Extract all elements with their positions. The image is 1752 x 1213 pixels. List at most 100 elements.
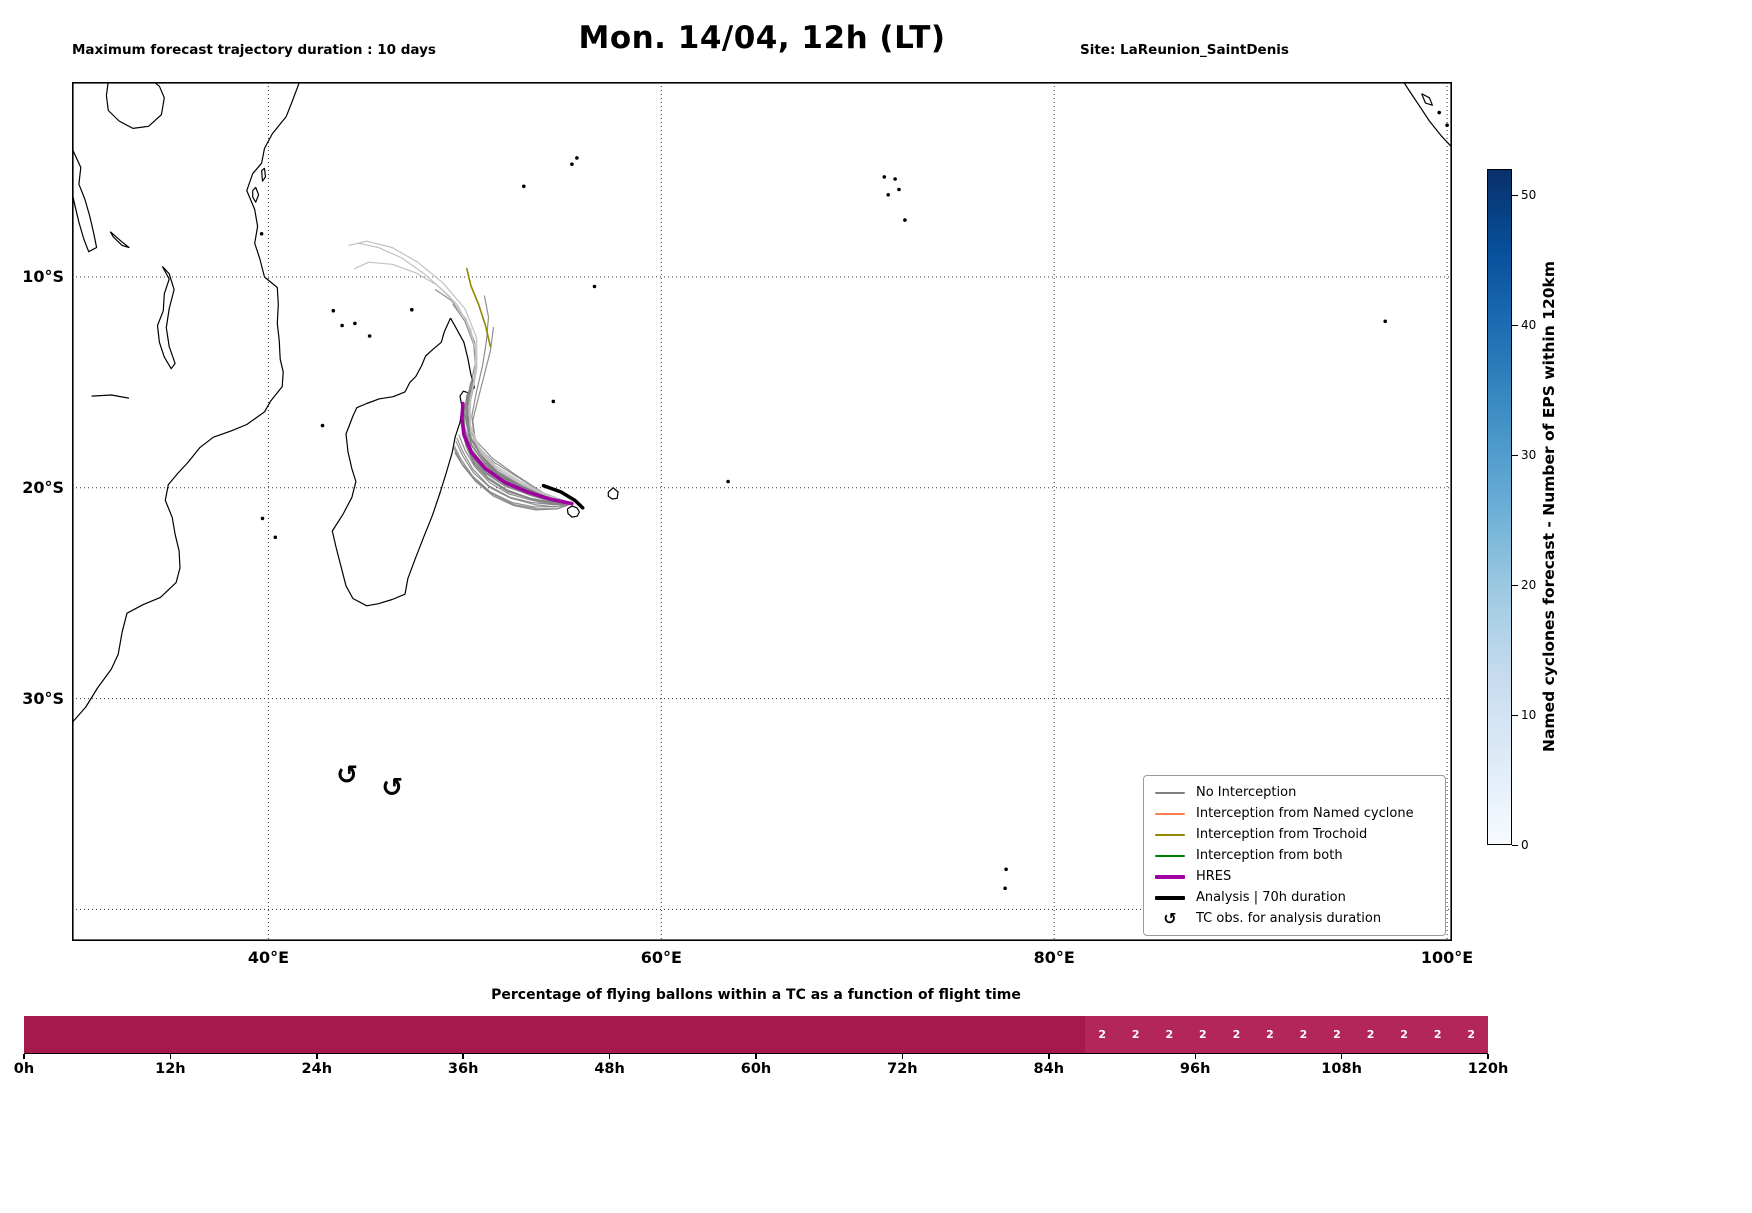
map-canvas: ↺ ↺ [72, 82, 1452, 941]
bar-axis-tick-label: 60h [740, 1061, 772, 1077]
legend-line [1155, 812, 1185, 815]
bar-value-label: 2 [1232, 1028, 1241, 1041]
colorbar-tick-label: 20 [1521, 578, 1537, 592]
small-island [592, 284, 597, 289]
coastline [1402, 82, 1452, 148]
flight-time-bar-chart: 2 2 2 2 2 2 2 2 2 2 2 2 [24, 1016, 1488, 1054]
bar-axis-tick [462, 1054, 464, 1059]
bar-value-label: 2 [1333, 1028, 1341, 1041]
bar-axis-tick-label: 108h [1321, 1061, 1362, 1077]
colorbar-tick-label: 30 [1521, 448, 1537, 462]
coastline [252, 186, 260, 203]
legend-item: Interception from both [1153, 845, 1441, 866]
bar-value-label: 2 [1299, 1028, 1308, 1041]
ensemble-track [458, 434, 573, 506]
coastline [156, 265, 176, 370]
legend-line [1155, 895, 1185, 900]
info-line-site: Site: LaReunion_SaintDenis [1080, 42, 1289, 58]
legend-item: ↺ TC obs. for analysis duration [1153, 908, 1441, 929]
colorbar-label: Named cyclones forecast - Number of EPS … [1540, 261, 1558, 753]
colorbar-tick [1512, 325, 1518, 327]
legend-line [1155, 833, 1185, 836]
coastline [607, 487, 619, 500]
colorbar-tick-label: 40 [1521, 318, 1537, 332]
small-island [1383, 319, 1387, 324]
colorbar [1487, 169, 1512, 845]
coastline [72, 148, 98, 253]
coastline [72, 82, 301, 724]
small-island [1004, 867, 1008, 872]
coastline [566, 505, 580, 518]
tc-obs-glyph-icon: ↺ [1163, 908, 1177, 928]
small-island [903, 218, 907, 222]
colorbar-tick-label: 50 [1521, 188, 1537, 202]
legend-line-sample [1153, 874, 1187, 879]
bar-value-label: 2 [1266, 1028, 1274, 1041]
hres-track [460, 401, 574, 506]
bar-axis-tick [169, 1054, 172, 1059]
trochoid-intercept-track [465, 267, 492, 348]
small-island [551, 399, 556, 404]
small-island [886, 193, 890, 197]
colorbar-tick-label: 10 [1521, 708, 1537, 722]
legend-item-label: TC obs. for analysis duration [1196, 911, 1382, 926]
small-island [260, 516, 265, 521]
legend-item-label: Interception from both [1196, 848, 1343, 863]
colorbar-tick [1512, 455, 1518, 457]
small-island [570, 162, 574, 166]
small-island [575, 156, 579, 160]
lon-axis-label: 40°E [247, 948, 290, 967]
bar-value-label: 2 [1165, 1028, 1174, 1041]
small-island [1437, 110, 1441, 115]
figure-title: Mon. 14/04, 12h (LT) [578, 20, 946, 56]
legend-item: Interception from Named cyclone [1153, 803, 1441, 824]
bar-axis-tick [901, 1054, 904, 1059]
bar-axis-tick [608, 1054, 611, 1059]
colorbar-gradient [1488, 170, 1511, 844]
legend-item-label: Interception from Named cyclone [1196, 806, 1414, 821]
bar-axis-tick [1340, 1054, 1343, 1059]
bar-value-label: 2 [1098, 1028, 1107, 1041]
bar-value-label: 2 [1467, 1028, 1476, 1041]
legend-line-sample [1153, 854, 1187, 857]
legend-item: HRES [1153, 866, 1441, 887]
legend-item: Interception from Trochoid [1153, 824, 1441, 845]
small-island [726, 479, 730, 484]
coastline [261, 167, 267, 182]
bar-axis-tick-label: 72h [887, 1061, 918, 1077]
bar-axis-tick-label: 84h [1033, 1061, 1065, 1077]
legend-line [1155, 854, 1185, 857]
ensemble-track [348, 240, 573, 505]
legend-line-sample [1153, 791, 1187, 794]
bar-axis-tick-label: 120h [1467, 1061, 1509, 1077]
map-legend: No Interception Interception from Named c… [1143, 775, 1446, 936]
small-island [273, 535, 278, 540]
coastline [105, 82, 165, 130]
bar-axis-tick [755, 1054, 757, 1059]
small-island [522, 184, 526, 189]
colorbar-tick [1512, 195, 1518, 197]
small-island [320, 423, 325, 428]
legend-item: No Interception [1153, 782, 1441, 803]
lon-axis-label: 60°E [640, 948, 682, 967]
bar-value-label: 2 [1400, 1028, 1408, 1041]
legend-item-label: Interception from Trochoid [1196, 827, 1368, 842]
legend-line-sample [1153, 895, 1187, 900]
legend-item-label: HRES [1196, 869, 1232, 884]
bar-axis-tick-label: 48h [594, 1061, 625, 1077]
lat-axis-label: 20°S [22, 477, 64, 497]
bar-chart-title: Percentage of flying ballons within a TC… [491, 987, 1021, 1003]
ensemble-track [354, 261, 573, 505]
small-island [893, 177, 897, 181]
legend-line-sample [1153, 833, 1187, 836]
small-island [897, 187, 901, 192]
legend-item: Analysis | 70h duration [1153, 887, 1441, 908]
legend-item-label: No Interception [1196, 785, 1297, 800]
bar-value-label: 2 [1366, 1028, 1375, 1041]
bar-axis-tick [1048, 1054, 1050, 1059]
small-island [410, 307, 414, 312]
colorbar-tick [1512, 585, 1518, 587]
bar-axis-tick-label: 96h [1179, 1061, 1211, 1077]
small-island [353, 321, 357, 326]
coastline [91, 394, 130, 399]
